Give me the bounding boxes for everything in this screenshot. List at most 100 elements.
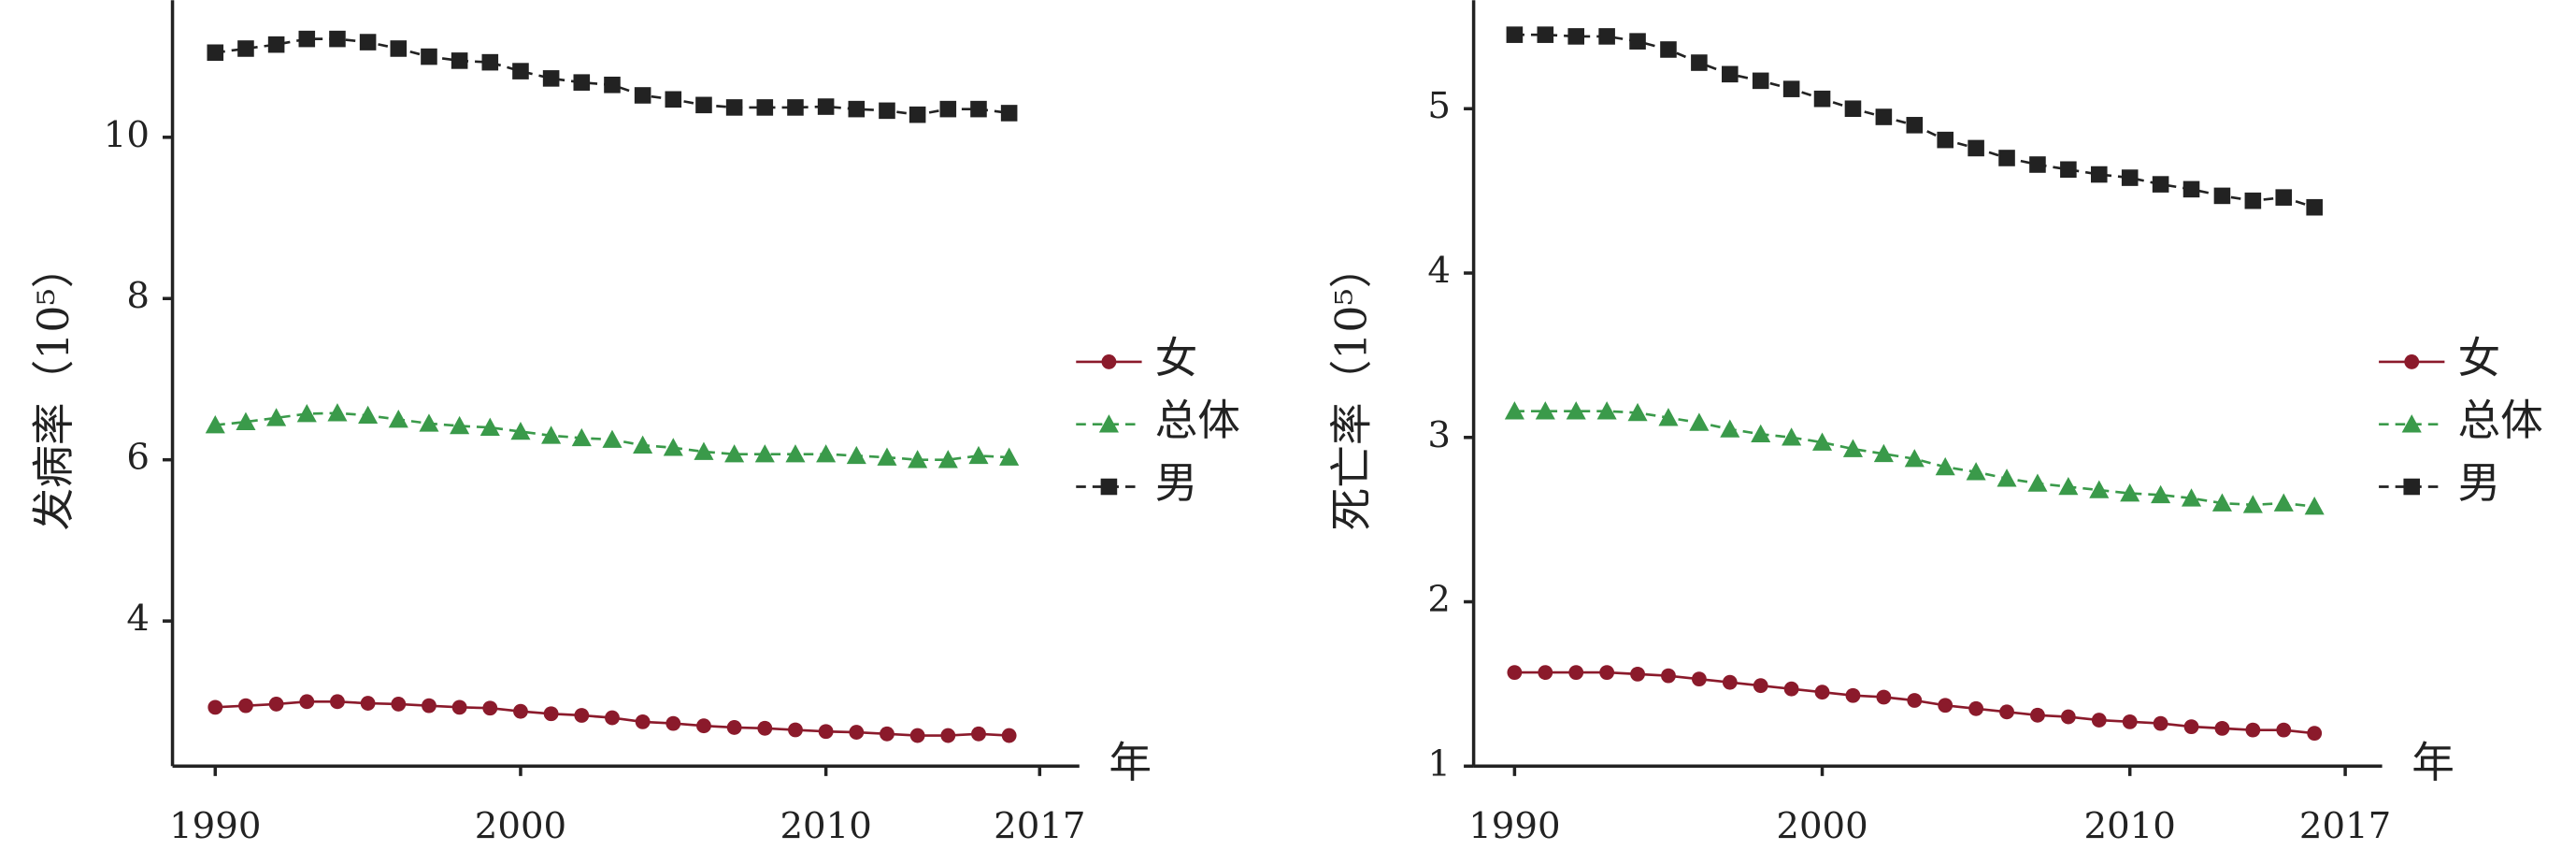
marker: [2029, 156, 2046, 173]
marker: [571, 427, 592, 447]
marker: [1001, 728, 1017, 743]
marker: [298, 30, 316, 48]
marker: [2027, 473, 2048, 492]
marker: [908, 450, 928, 469]
marker: [482, 700, 498, 716]
y-tick-label: 6: [126, 437, 150, 479]
marker: [787, 99, 804, 116]
marker: [604, 76, 621, 94]
marker: [296, 403, 317, 423]
marker: [2122, 714, 2138, 729]
marker: [818, 724, 834, 740]
marker: [2211, 493, 2232, 512]
marker: [419, 413, 439, 432]
marker: [266, 408, 287, 426]
marker: [479, 417, 500, 436]
marker: [208, 699, 223, 715]
marker: [1000, 105, 1018, 122]
marker: [849, 725, 865, 741]
marker: [1507, 665, 1523, 681]
marker: [1752, 72, 1769, 90]
marker: [513, 703, 528, 719]
marker: [451, 52, 468, 69]
marker: [1873, 443, 1894, 463]
marker: [880, 726, 894, 742]
marker: [2275, 189, 2293, 206]
marker: [327, 403, 348, 422]
marker: [1814, 685, 1830, 700]
marker: [422, 698, 436, 714]
marker: [1966, 462, 1986, 481]
marker: [2304, 497, 2325, 515]
y-axis-label: 发病率（10⁵）: [29, 246, 79, 531]
marker: [1842, 439, 1864, 457]
x-axis-label: 年: [2411, 738, 2454, 787]
marker: [2153, 715, 2168, 731]
marker: [2245, 722, 2261, 738]
x-tick-label: 2017: [994, 805, 1085, 847]
marker: [848, 100, 866, 118]
marker: [267, 36, 285, 53]
marker: [937, 450, 958, 469]
marker: [694, 441, 714, 460]
marker: [299, 694, 315, 710]
marker: [207, 44, 224, 62]
marker: [754, 444, 775, 463]
marker: [2058, 476, 2079, 496]
marker: [1537, 26, 1554, 43]
marker: [2060, 709, 2076, 725]
marker: [1566, 401, 1586, 420]
legend-label: 总体: [1155, 396, 1240, 445]
marker: [1876, 689, 1892, 705]
marker: [1504, 401, 1524, 420]
marker: [877, 447, 897, 466]
marker: [846, 445, 866, 465]
marker: [1722, 65, 1739, 83]
marker: [1907, 693, 1923, 708]
y-tick-label: 10: [104, 114, 150, 156]
marker: [450, 415, 470, 435]
marker: [2182, 180, 2200, 198]
x-tick-label: 2010: [780, 805, 871, 847]
marker: [1968, 139, 1984, 157]
marker: [574, 708, 590, 723]
marker: [1782, 80, 1800, 97]
x-tick-label: 2000: [1776, 805, 1868, 847]
marker: [1813, 90, 1831, 108]
marker: [238, 698, 253, 714]
marker: [939, 100, 957, 118]
marker: [602, 429, 623, 448]
marker: [2307, 726, 2323, 742]
marker: [1722, 674, 1738, 690]
marker: [510, 421, 531, 440]
marker: [330, 694, 345, 710]
marker: [605, 710, 620, 726]
marker: [909, 106, 926, 123]
marker: [1875, 108, 1893, 125]
marker: [695, 96, 712, 114]
marker: [1811, 432, 1833, 451]
marker: [329, 30, 346, 48]
marker: [2091, 713, 2107, 728]
marker: [1844, 100, 1862, 118]
marker: [1661, 668, 1676, 684]
marker: [573, 74, 591, 91]
marker: [1567, 28, 1585, 45]
marker: [2120, 483, 2140, 502]
marker: [1720, 419, 1740, 438]
marker: [541, 425, 562, 444]
marker: [971, 726, 986, 742]
marker: [1098, 414, 1119, 433]
marker: [1568, 665, 1584, 681]
marker: [2213, 187, 2231, 205]
marker: [2121, 169, 2139, 186]
marker: [1938, 698, 1953, 714]
marker: [1845, 687, 1861, 703]
marker: [724, 444, 745, 463]
y-tick-label: 1: [1427, 742, 1451, 785]
marker: [1691, 671, 1707, 687]
marker: [391, 697, 407, 712]
marker: [2090, 166, 2108, 183]
marker: [421, 48, 437, 65]
